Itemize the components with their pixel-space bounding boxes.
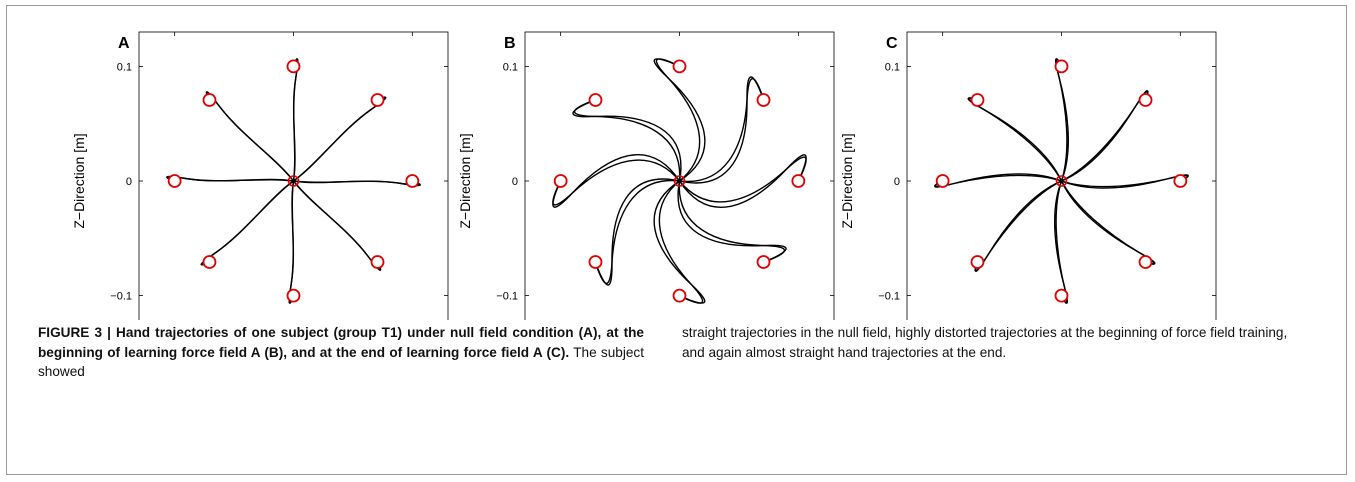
trajectory-line	[292, 180, 382, 271]
trajectory-line	[1060, 180, 1156, 265]
trajectory-line	[974, 180, 1062, 272]
target-marker	[286, 59, 301, 74]
trajectory-line	[658, 180, 704, 304]
target-marker	[756, 255, 771, 269]
center-target-marker	[287, 175, 300, 187]
target-marker	[1138, 255, 1153, 269]
panel-c-plot: C−0.100.1−0.100.1X−Direction [m]Z−Direct…	[839, 31, 1217, 320]
trajectory-line	[967, 97, 1063, 182]
target-marker	[588, 255, 603, 269]
trajectory-line	[200, 180, 294, 266]
target-marker	[286, 288, 301, 303]
trajectory-line	[572, 99, 682, 182]
trajectory-line	[967, 97, 1063, 182]
trajectory-line	[1061, 174, 1189, 188]
y-tick-label: 0	[512, 176, 518, 188]
trajectory-line	[1055, 58, 1068, 182]
figure-caption-left: FIGURE 3 | Hand trajectories of one subj…	[38, 323, 644, 382]
center-target-marker	[1055, 175, 1068, 187]
trajectory-line	[934, 174, 1062, 188]
target-marker	[370, 93, 385, 107]
target-marker	[405, 174, 420, 188]
y-tick-label: 0	[894, 176, 900, 188]
caption-title: FIGURE 3 | Hand trajectories of one subj…	[38, 325, 644, 360]
trajectory-line	[594, 179, 680, 284]
trajectory-line	[974, 180, 1062, 272]
panel-label: B	[504, 35, 516, 52]
target-marker	[1054, 288, 1069, 303]
caption-body-end: straight trajectories in the null field,…	[682, 325, 1288, 360]
trajectory-line	[1060, 180, 1156, 265]
trajectory-line	[1061, 90, 1149, 182]
trajectory-line	[678, 180, 785, 263]
target-marker	[1138, 93, 1153, 107]
target-marker	[672, 59, 687, 74]
trajectory-line	[293, 96, 387, 182]
trajectory-line	[292, 58, 299, 182]
target-marker	[935, 174, 950, 188]
trajectory-line	[1061, 90, 1149, 182]
y-tick-label: 0.1	[503, 61, 518, 73]
trajectory-line	[679, 78, 765, 183]
y-tick-label: −0.1	[110, 291, 132, 303]
panel-label: C	[886, 35, 898, 52]
target-marker	[1173, 174, 1188, 188]
trajectory-line	[288, 180, 295, 304]
trajectory-line	[205, 91, 295, 182]
target-marker	[588, 93, 603, 107]
y-tick-label: 0	[126, 176, 132, 188]
y-axis-label: Z−Direction [m]	[839, 133, 855, 228]
target-marker	[202, 255, 217, 269]
target-marker	[970, 93, 985, 107]
y-tick-label: 0.1	[117, 61, 132, 73]
figure-frame	[6, 5, 1347, 475]
trajectory-line	[1055, 180, 1068, 304]
y-tick-label: −0.1	[878, 291, 900, 303]
panel-b-plot: B−0.100.1−0.100.1X−Direction [m]Z−Direct…	[457, 31, 835, 320]
target-marker	[791, 174, 806, 188]
trajectory-line	[678, 156, 807, 203]
y-axis-label: Z−Direction [m]	[457, 133, 473, 228]
target-marker	[167, 174, 182, 188]
target-marker	[970, 255, 985, 269]
caption-body-start: The subject showed	[38, 344, 644, 380]
target-marker	[202, 93, 217, 107]
trajectory-line	[655, 58, 701, 182]
panel-label: A	[118, 35, 130, 52]
y-tick-label: 0.1	[885, 61, 900, 73]
target-marker	[1054, 59, 1069, 74]
y-axis-label: Z−Direction [m]	[71, 133, 87, 228]
target-marker	[553, 174, 568, 188]
y-tick-label: −0.1	[496, 291, 518, 303]
panel-a-plot: A−0.100.1−0.100.1X−Direction [m]Z−Direct…	[71, 31, 449, 320]
figure-caption-right: straight trajectories in the null field,…	[682, 323, 1308, 362]
trajectory-line	[552, 159, 681, 206]
target-marker	[370, 255, 385, 269]
center-target-marker	[673, 175, 686, 187]
trajectory-line	[574, 99, 681, 182]
target-marker	[672, 288, 687, 303]
trajectory-line	[166, 176, 294, 182]
target-marker	[756, 93, 771, 107]
